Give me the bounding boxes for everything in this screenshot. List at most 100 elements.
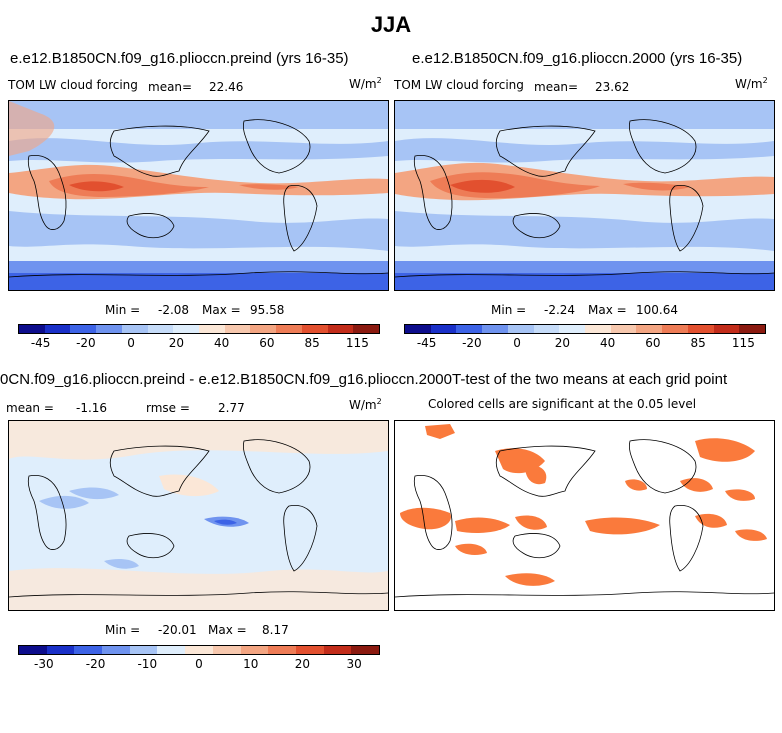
panel2-tick-label: 60 [645, 336, 661, 350]
panel1-mean-value: 22.46 [209, 80, 244, 94]
panel1-tick-label: 60 [259, 336, 275, 350]
panel1-colorbar-bin [250, 325, 277, 333]
panel3-pacific-cool-center [214, 519, 237, 525]
panel3-colorbar-bin [185, 646, 213, 654]
panel1-colorbar [18, 324, 380, 334]
panel1-colorbar-ticks: -45 -20 0 20 40 60 85 115 [18, 336, 380, 352]
panel3-units: W/m2 [349, 397, 382, 412]
panel3-tick-label: 0 [195, 657, 203, 671]
panel3-title-clip: e.e12.B1850CN.f09_g16.plioccn.preind - e… [0, 371, 452, 391]
season-title: JJA [370, 12, 412, 37]
panel3-colorbar-bin [240, 646, 269, 654]
panel2-colorbar-bin [533, 325, 560, 333]
panel1-colorbar-bin [301, 325, 328, 333]
panel2-colorbar-bin [405, 325, 431, 333]
panel1-warm-pool [49, 174, 209, 197]
panel1-tick-label: 0 [127, 336, 135, 350]
panel1-antarctic-field [9, 273, 388, 290]
panel3-tick-label: -10 [137, 657, 158, 671]
panel3-south-cool [104, 558, 139, 569]
panel3-indian-cool [39, 495, 89, 509]
panel3-colorbar-bin [212, 646, 241, 654]
panel1-min-label: Min = [105, 303, 141, 317]
panel1-colorbar-bin [121, 325, 148, 333]
panel2-colorbar-bin [739, 325, 766, 333]
panel2-tick-label: -20 [462, 336, 482, 350]
panel1-pacific-itcz-core [239, 184, 299, 190]
panel2-warm-pool-core [450, 179, 515, 193]
panel1-title: e.e12.B1850CN.f09_g16.plioccn.preind (yr… [10, 50, 349, 67]
panel2-colorbar-bin [507, 325, 534, 333]
panel1-colorbar-bin [19, 325, 45, 333]
panel2-colorbar-bin [482, 325, 508, 333]
panel2-colorbar-bin [456, 325, 483, 333]
panel1-colorbar-bin [70, 325, 97, 333]
panel3-colorbar-bin [268, 646, 296, 654]
panel4-title: T-test of the two means at each grid poi… [452, 371, 728, 388]
panel2-min-value: -2.24 [544, 303, 576, 317]
panel3-colorbar-bin [323, 646, 352, 654]
panel3-max-value: 8.17 [262, 623, 289, 637]
panel3-northern-warm [9, 421, 388, 460]
panel3-coastlines [9, 439, 388, 598]
panel2-colorbar-ticks: -45 -20 0 20 40 60 85 115 [404, 336, 766, 352]
panel4-coastlines [395, 439, 774, 598]
panel2-tick-label: -45 [416, 336, 437, 350]
panel2-colorbar-bin [559, 325, 586, 333]
panel2-colorbar-bin [687, 325, 714, 333]
panel2-colorbar [404, 324, 766, 334]
panel1-colorbar-bin [224, 325, 251, 333]
panel2-colorbar-bin [430, 325, 457, 333]
panel3-colorbar-bin [157, 646, 186, 654]
panel3-tick-label: 20 [294, 657, 311, 671]
panel3-min-value: -20.01 [158, 623, 197, 637]
panel1-tick-label: -20 [76, 336, 96, 350]
panel2-mean-value: 23.62 [595, 80, 630, 94]
panel3-pacific-warm-patch [159, 474, 219, 497]
panel2-variable: TOM LW cloud forcing [394, 78, 524, 92]
panel2-southern-subtropics [395, 211, 774, 251]
panel2-min-label: Min = [491, 303, 527, 317]
panel1-tick-label: 20 [168, 336, 185, 350]
panel3-mean-value: -1.16 [76, 401, 108, 415]
panel4-subtitle: Colored cells are significant at the 0.0… [428, 397, 697, 411]
panel2-units: W/m2 [735, 76, 768, 91]
panel3-warm-pool-cool [69, 487, 119, 500]
panel3-colorbar-bin [295, 646, 324, 654]
panel3-title: e.e12.B1850CN.f09_g16.plioccn.preind - e… [0, 371, 452, 388]
panel2-tick-label: 20 [554, 336, 571, 350]
panel1-arctic-field [9, 101, 388, 129]
panel1-northern-band [9, 138, 388, 163]
panel2-title: e.e12.B1850CN.f09_g16.plioccn.2000 (yrs … [412, 50, 743, 67]
panel1-patch-west [9, 101, 55, 156]
panel1-max-label: Max = [202, 303, 241, 317]
panel3-colorbar [18, 645, 380, 655]
panel3-tick-label: 30 [346, 657, 362, 671]
panel2-colorbar-bin [662, 325, 688, 333]
panel3-min-label: Min = [105, 623, 141, 637]
panel1-colorbar-bin [173, 325, 200, 333]
panel1-warm-pool-core [69, 181, 124, 192]
panel3-colorbar-bin [46, 646, 75, 654]
panel3-tick-label: -30 [34, 657, 54, 671]
panel2-colorbar-bin [610, 325, 637, 333]
panel2-tick-label: 40 [599, 336, 616, 350]
panel2-colorbar-bin [585, 325, 611, 333]
panel3-southern-warm [9, 568, 388, 610]
panel2-map [394, 100, 775, 291]
panel1-colorbar-bin [327, 325, 354, 333]
panel2-tick-label: 85 [690, 336, 706, 350]
panel3-rmse-value: 2.77 [218, 401, 245, 415]
panel2-antarctic-field [395, 273, 774, 290]
panel2-coastlines [395, 119, 774, 278]
panel3-colorbar-bin [74, 646, 103, 654]
panel1-coastlines [9, 119, 388, 278]
panel2-colorbar-bin [713, 325, 740, 333]
panel1-tick-label: 85 [304, 336, 320, 350]
panel1-max-value: 95.58 [250, 303, 285, 317]
panel1-colorbar-bin [199, 325, 225, 333]
panel2-colorbar-bin [636, 325, 663, 333]
panel1-tick-label: 115 [345, 336, 369, 350]
panel3-colorbar-ticks: -30 -20 -10 0 10 20 30 [18, 657, 380, 673]
panel2-arctic-field [395, 101, 774, 129]
